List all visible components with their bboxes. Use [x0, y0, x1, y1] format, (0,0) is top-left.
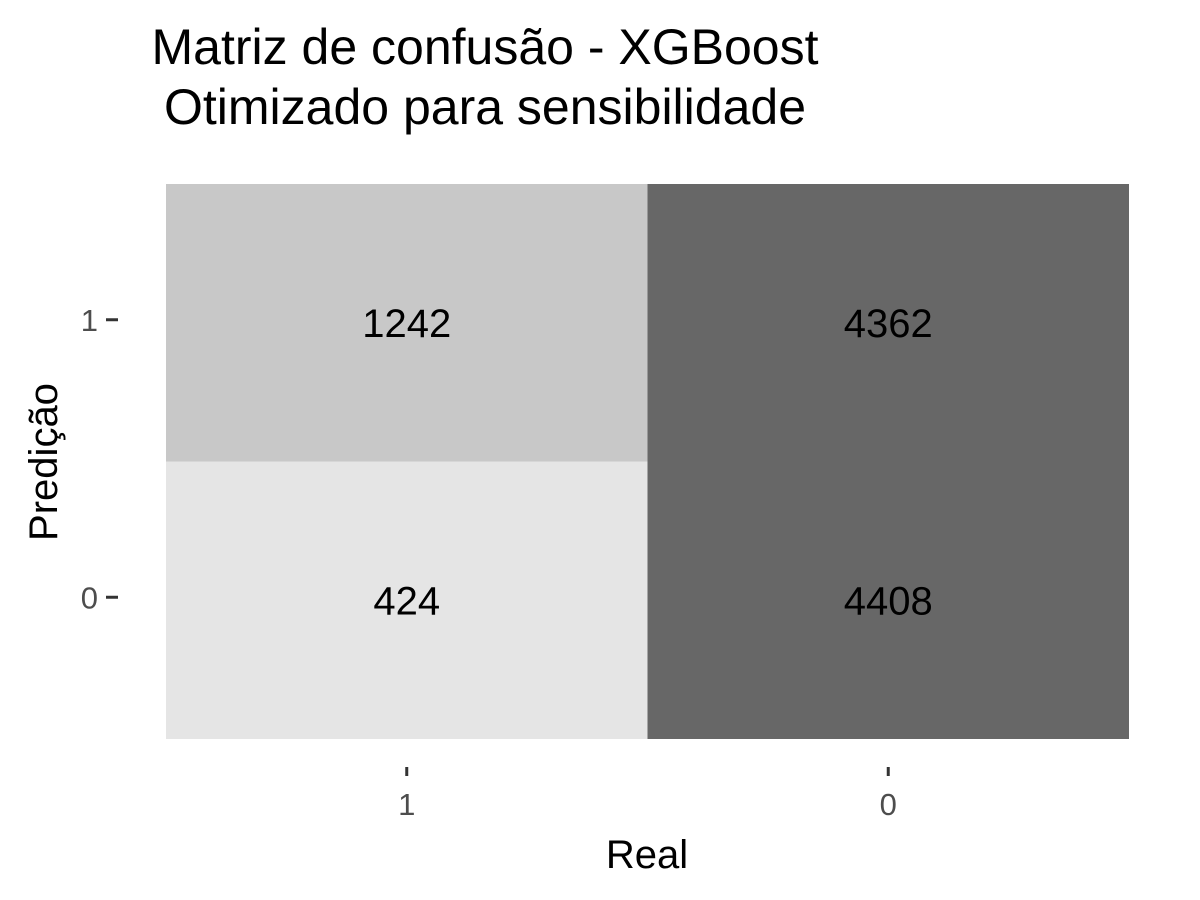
heatmap-cell-1-1 — [166, 184, 648, 462]
y-axis-title: Predição — [22, 383, 66, 541]
chart-title: Matriz de confusão - XGBoost — [151, 19, 819, 75]
y-tick-label: 1 — [81, 303, 98, 338]
cell-value-label: 4362 — [844, 302, 933, 346]
cell-value-label: 4408 — [844, 579, 933, 623]
heatmap-cell-1-0 — [166, 461, 648, 739]
x-axis-title: Real — [606, 833, 688, 877]
cells-layer — [166, 184, 1129, 739]
cell-value-label: 424 — [373, 579, 440, 623]
y-axis: 10 — [81, 303, 118, 615]
heatmap-cell-0-0 — [647, 461, 1129, 739]
y-tick-label: 0 — [81, 580, 98, 615]
x-tick-label: 0 — [880, 787, 897, 822]
cell-value-label: 1242 — [362, 302, 451, 346]
heatmap-cell-0-1 — [647, 184, 1129, 462]
chart-subtitle: Otimizado para sensibilidade — [163, 79, 807, 135]
x-tick-label: 1 — [398, 787, 415, 822]
cell-labels-layer: 1242 4362 424 4408 — [362, 302, 932, 624]
